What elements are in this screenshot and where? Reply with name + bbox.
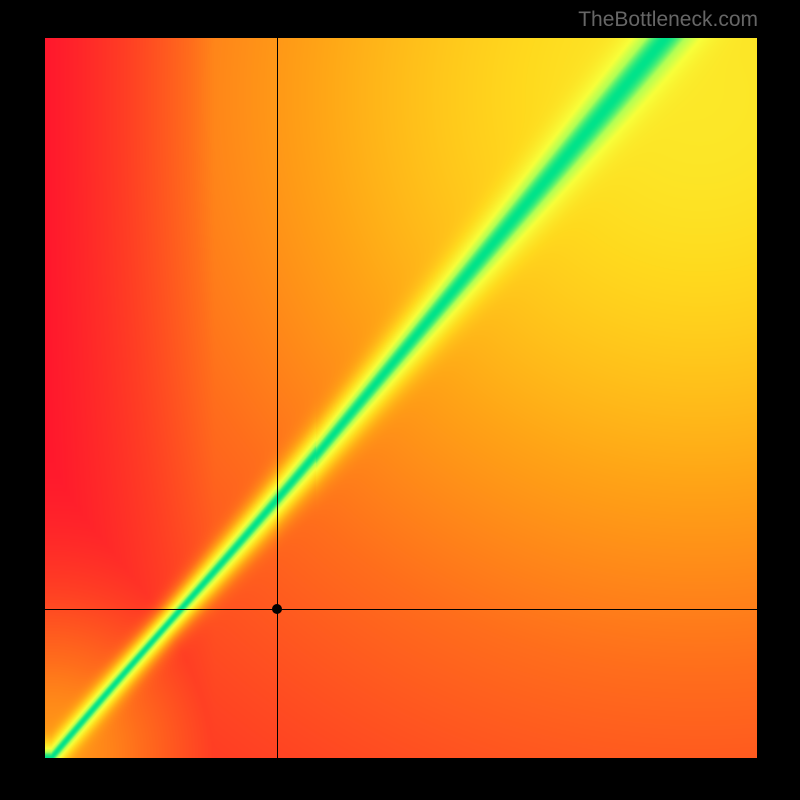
crosshair-horizontal <box>45 609 757 610</box>
plot-area <box>45 38 757 758</box>
attribution-label: TheBottleneck.com <box>578 8 758 32</box>
heatmap-canvas <box>45 38 757 758</box>
crosshair-vertical <box>277 38 278 758</box>
crosshair-marker-dot <box>272 604 282 614</box>
chart-container: TheBottleneck.com <box>0 0 800 800</box>
